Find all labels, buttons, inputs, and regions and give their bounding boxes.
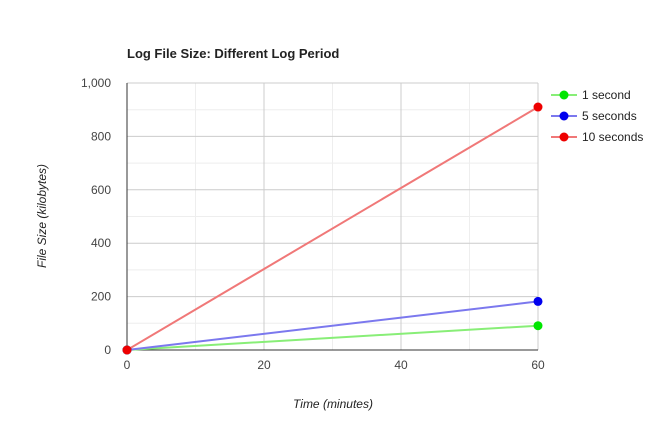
series-point-0[interactable]: [533, 321, 543, 331]
legend-marker: [559, 90, 569, 100]
legend-label: 1 second: [582, 88, 631, 102]
legend-item[interactable]: 1 second: [551, 88, 631, 102]
grid: [127, 82, 539, 350]
y-tick-label: 0: [104, 343, 111, 357]
legend-item[interactable]: 5 seconds: [551, 109, 637, 123]
legend-marker: [559, 132, 569, 142]
series-line-1: [126, 300, 539, 351]
y-tick-label: 600: [91, 183, 111, 197]
series-line-2: [126, 106, 539, 351]
series-point-1[interactable]: [533, 296, 543, 306]
y-tick-label: 200: [91, 290, 111, 304]
y-tick-label: 800: [91, 129, 111, 143]
y-axis-title: File Size (kilobytes): [35, 164, 49, 268]
axes: 0 200 400 600 800 1,000 0 20 40 60: [81, 76, 545, 372]
legend-label: 5 seconds: [582, 109, 637, 123]
series-point-2[interactable]: [122, 345, 132, 355]
x-tick-label: 0: [124, 358, 131, 372]
series-layer: [122, 102, 543, 355]
legend-label: 10 seconds: [582, 130, 643, 144]
x-tick-label: 60: [531, 358, 545, 372]
legend: 1 second 5 seconds 10 seconds: [551, 88, 643, 144]
x-axis-title: Time (minutes): [293, 397, 373, 411]
x-tick-label: 20: [257, 358, 271, 372]
x-tick-label: 40: [394, 358, 408, 372]
legend-item[interactable]: 10 seconds: [551, 130, 643, 144]
legend-marker: [559, 111, 569, 121]
y-tick-label: 400: [91, 236, 111, 250]
series-line-0: [126, 324, 539, 351]
y-tick-label: 1,000: [81, 76, 111, 90]
chart-title: Log File Size: Different Log Period: [127, 46, 339, 61]
series-point-2[interactable]: [533, 102, 543, 112]
